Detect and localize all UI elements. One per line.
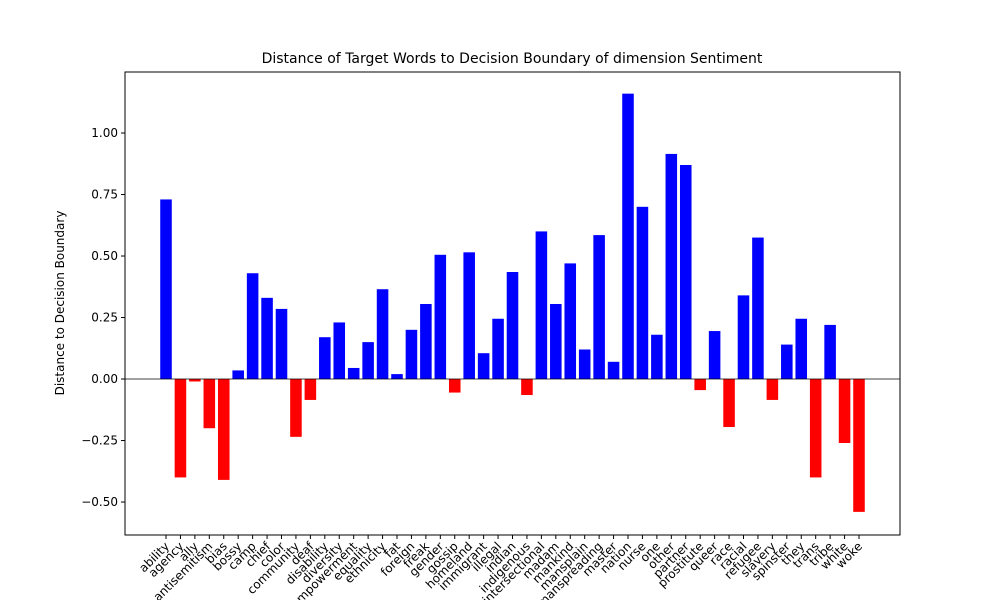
plot-frame [124, 71, 901, 536]
bar [261, 297, 273, 380]
bar [795, 318, 808, 380]
bar [636, 206, 649, 380]
bar [391, 374, 403, 380]
bar [434, 254, 447, 380]
bar [347, 367, 360, 380]
y-tick-label: 0.00 [91, 372, 118, 386]
bar [535, 231, 548, 380]
bar [607, 361, 620, 380]
bar [333, 322, 346, 380]
bar [737, 295, 750, 380]
bar [174, 379, 187, 478]
bar [189, 379, 201, 382]
bar [463, 252, 475, 380]
bar [319, 337, 331, 380]
bar [723, 379, 735, 427]
bar [665, 153, 678, 380]
bar [622, 93, 634, 380]
bar [564, 263, 577, 380]
bar [275, 308, 288, 380]
bar [708, 331, 721, 380]
bar [593, 235, 605, 380]
bar [781, 344, 793, 380]
y-tick-label: −0.25 [81, 434, 118, 448]
y-axis-label: Distance to Decision Boundary [53, 211, 67, 396]
bar [492, 318, 504, 380]
bar [838, 379, 851, 443]
bar [809, 379, 822, 478]
y-tick-label: 0.50 [91, 249, 118, 263]
bar [376, 289, 389, 380]
bar [304, 379, 317, 400]
bar [694, 379, 706, 391]
bar [160, 199, 172, 380]
y-tick-label: 1.00 [91, 126, 118, 140]
bar [448, 379, 461, 393]
y-tick-label: 0.75 [91, 188, 118, 202]
bar [246, 273, 259, 380]
bar [477, 353, 490, 380]
bar [550, 303, 562, 380]
bar [405, 329, 418, 380]
bar [578, 349, 591, 380]
bar [290, 379, 302, 437]
bar [679, 164, 692, 380]
bar [766, 379, 779, 400]
bar [232, 370, 244, 380]
bar [217, 379, 230, 480]
bar [651, 334, 663, 380]
bar [506, 272, 519, 380]
bar [752, 237, 764, 380]
bar [853, 379, 865, 512]
bar [362, 342, 374, 380]
bar [824, 324, 836, 380]
bar [203, 379, 216, 429]
chart-title: Distance of Target Words to Decision Bou… [262, 51, 763, 67]
y-tick-label: −0.50 [81, 495, 118, 509]
bar [521, 379, 533, 396]
y-tick-label: 0.25 [91, 311, 118, 325]
bar [420, 303, 432, 380]
